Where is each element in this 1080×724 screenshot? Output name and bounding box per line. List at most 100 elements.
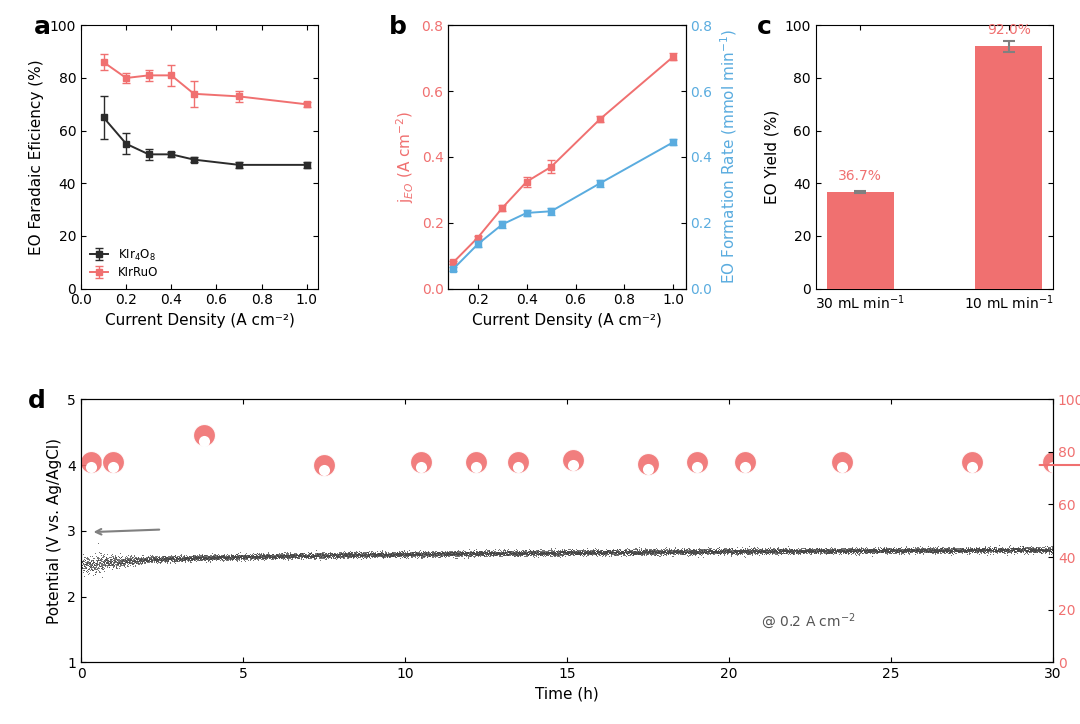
Point — [410, 549, 428, 560]
Point — [843, 546, 861, 557]
Point — [364, 547, 381, 559]
Point — [173, 550, 190, 562]
Point — [944, 544, 961, 556]
Point — [233, 550, 251, 562]
Point — [384, 550, 402, 562]
Point — [376, 547, 393, 558]
Point — [578, 547, 595, 559]
Point — [933, 542, 950, 554]
Point — [210, 552, 227, 563]
Point — [437, 550, 455, 561]
Point — [241, 550, 258, 562]
Point — [473, 548, 490, 560]
Point — [867, 547, 885, 559]
Point — [139, 555, 157, 567]
Point — [966, 543, 983, 555]
Point — [163, 551, 180, 563]
Point — [936, 547, 954, 558]
Point — [526, 547, 543, 559]
Point — [953, 544, 970, 556]
Point — [82, 556, 99, 568]
Point — [462, 547, 480, 558]
Point — [500, 547, 517, 559]
Point — [201, 552, 218, 563]
Point — [914, 544, 931, 556]
Point — [676, 544, 693, 555]
Point — [707, 544, 725, 556]
Point — [97, 559, 114, 571]
Point — [980, 542, 997, 554]
Point — [339, 550, 356, 562]
Point — [416, 548, 433, 560]
Point — [212, 551, 229, 563]
Point — [730, 544, 747, 555]
Point — [111, 556, 129, 568]
Point — [355, 549, 373, 560]
Point — [166, 553, 184, 565]
Point — [1004, 542, 1022, 554]
Point — [572, 548, 590, 560]
Point — [563, 549, 580, 560]
Point — [350, 547, 367, 559]
Point — [461, 549, 478, 560]
Point — [1016, 545, 1034, 557]
Point — [433, 546, 450, 557]
Point — [508, 546, 525, 557]
Point — [435, 547, 453, 559]
Point — [347, 550, 364, 562]
Point — [1009, 544, 1026, 555]
Point — [1031, 543, 1049, 555]
Point — [419, 551, 436, 563]
Point — [458, 547, 475, 558]
Point — [295, 549, 312, 560]
Point — [664, 545, 681, 557]
Point — [366, 549, 383, 560]
Point — [653, 546, 671, 557]
Point — [463, 550, 481, 561]
Point — [232, 550, 249, 561]
Point — [414, 549, 431, 560]
Point — [604, 544, 621, 556]
Point — [72, 558, 90, 570]
Point — [865, 544, 882, 556]
Point — [851, 543, 868, 555]
Point — [798, 545, 815, 557]
Point — [983, 544, 1000, 556]
Point — [746, 543, 764, 555]
Point — [423, 549, 441, 560]
Point — [92, 556, 109, 568]
Point — [184, 554, 201, 565]
Point — [696, 547, 713, 559]
Point — [372, 547, 389, 559]
Point — [544, 544, 562, 556]
Point — [326, 547, 343, 559]
Point — [706, 546, 724, 557]
Point — [893, 547, 910, 558]
Point — [679, 545, 697, 557]
Point — [967, 542, 984, 554]
Point — [356, 550, 374, 561]
Point — [998, 543, 1015, 555]
Point — [519, 549, 537, 560]
Point — [980, 544, 997, 556]
Point — [746, 544, 764, 556]
Point — [757, 544, 774, 556]
Point — [110, 555, 127, 566]
Point — [222, 553, 240, 565]
Point — [617, 545, 634, 557]
Point — [793, 542, 810, 554]
Point — [748, 546, 766, 557]
Point — [538, 549, 555, 560]
Point — [227, 552, 244, 563]
Point — [177, 551, 194, 563]
Point — [1010, 545, 1027, 557]
Point — [711, 545, 728, 557]
Point — [413, 552, 430, 563]
Point — [702, 545, 719, 557]
Point — [563, 544, 580, 556]
Point — [585, 546, 603, 557]
Point — [715, 546, 732, 557]
Point — [129, 555, 146, 566]
Point — [625, 545, 643, 557]
Point — [580, 547, 597, 558]
